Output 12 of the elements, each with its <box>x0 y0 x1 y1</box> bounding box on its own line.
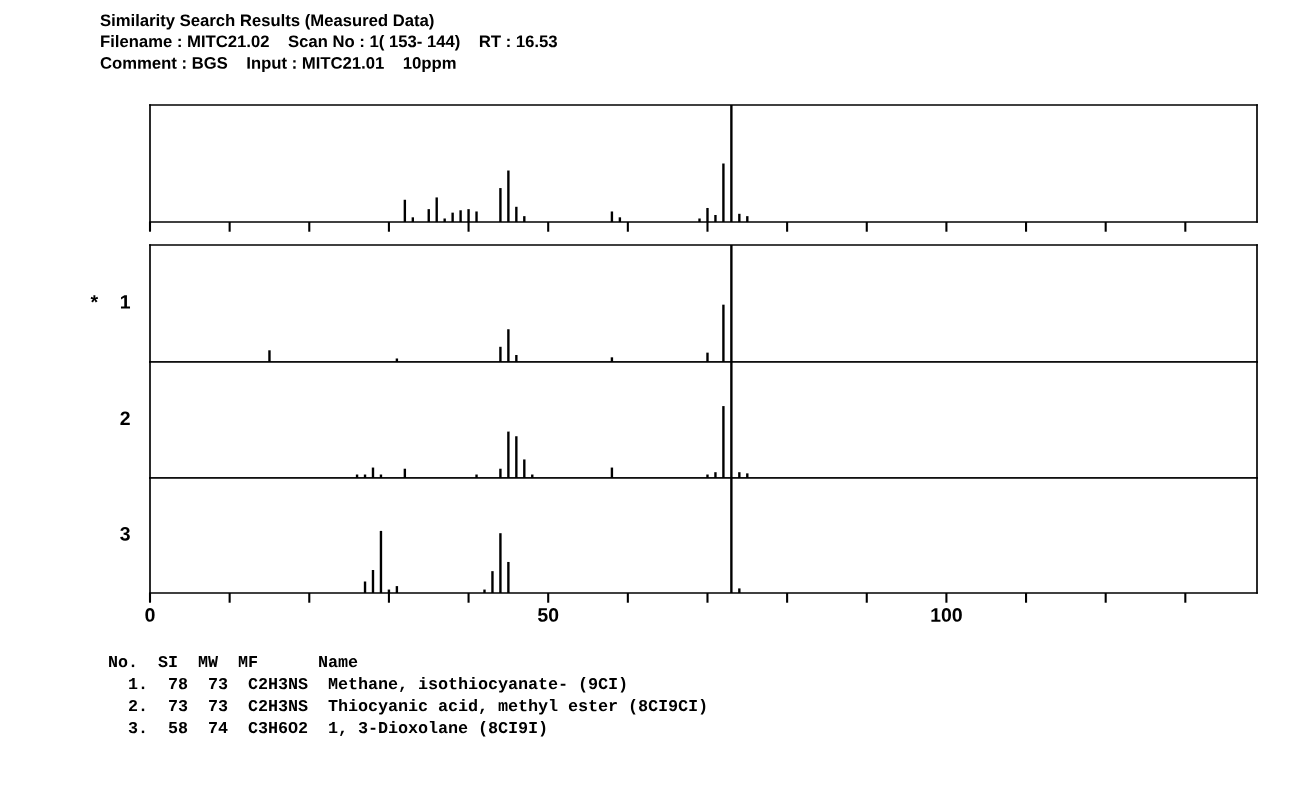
y-axis-title: * 1 <box>90 295 131 309</box>
text: 3. 58 74 C3H6O2 1, 3-Dioxolane (8CI9I) <box>128 721 546 737</box>
text: 1. 78 73 C2H3NS Methane, isothiocyanate- (9CI) <box>129 677 626 693</box>
y-axis-title: 2 <box>120 411 130 426</box>
chart-subtitle: Filename : MITC21.02 Scan No : 1( 153- 144) RT : 16.53 Comment : BGS Input : MITC21.01 10ppm <box>100 35 557 73</box>
x-tick-label: 0 <box>145 608 155 622</box>
text: No. SI MW MF Name <box>109 655 358 668</box>
text: 2. 73 73 C2H3NS Thiocyanic acid, methyl ester (8CI9CI) <box>129 699 706 715</box>
y-axis-title: 3 <box>120 526 130 541</box>
chart-title: Similarity Search Results (Measured Data) <box>100 14 434 30</box>
x-tick-label: 50 <box>537 608 559 622</box>
x-tick-label: 100 <box>931 608 962 622</box>
